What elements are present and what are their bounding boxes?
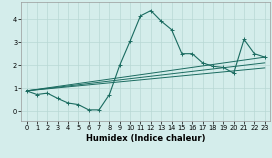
X-axis label: Humidex (Indice chaleur): Humidex (Indice chaleur) [86,134,205,143]
